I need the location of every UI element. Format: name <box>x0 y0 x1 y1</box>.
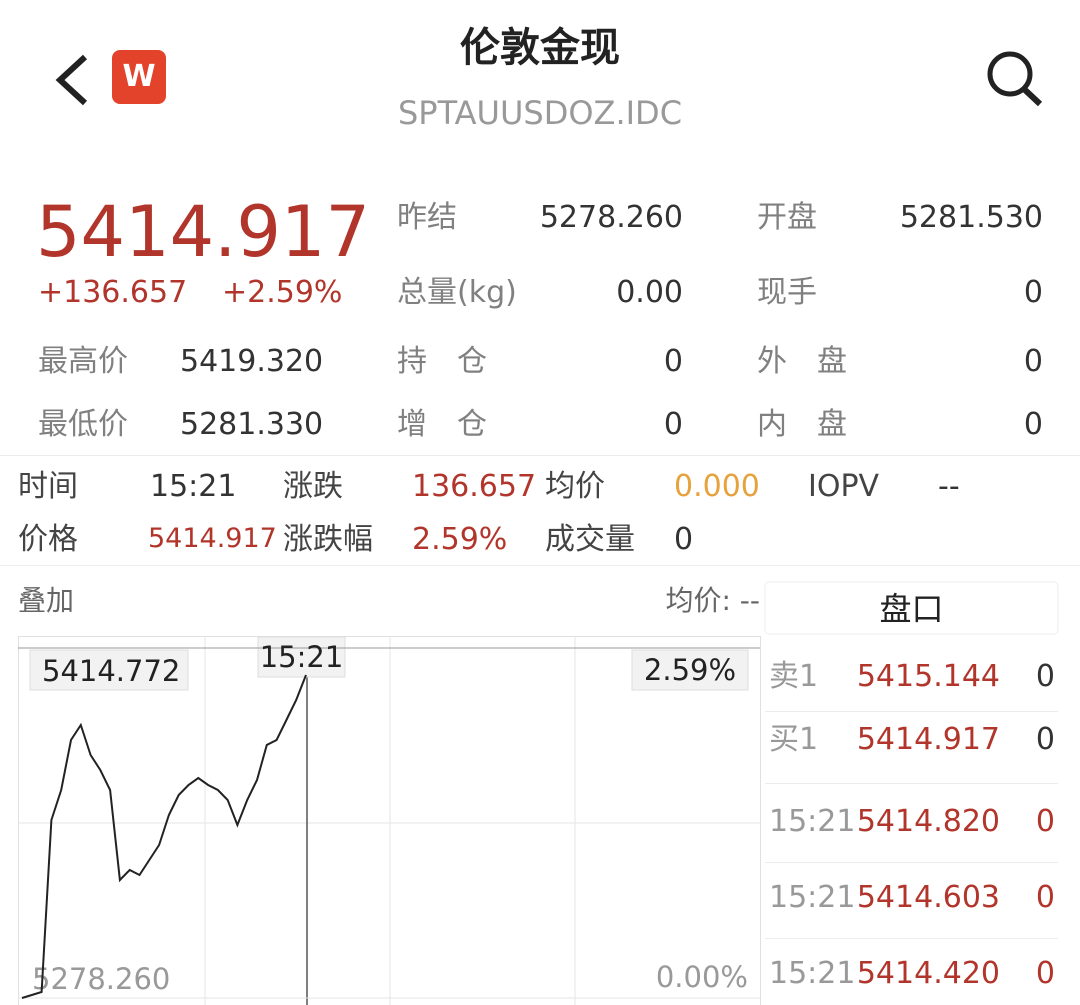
info-value: 0 <box>674 522 694 557</box>
info-value: 136.657 <box>412 469 537 504</box>
info-value: 15:21 <box>150 469 237 504</box>
logo-bg <box>112 50 166 104</box>
stat-label: 外 盘 <box>757 344 847 379</box>
y-tick-label: 5414.772 <box>42 654 180 688</box>
stat-label: 总量(kg) <box>397 275 517 310</box>
book-volume: 0 <box>1035 659 1055 694</box>
row-divider <box>765 862 1058 863</box>
book-label: 15:21 <box>769 804 856 839</box>
title: 伦敦金现 <box>460 25 620 71</box>
info-label: 涨跌幅 <box>283 522 373 557</box>
stat-label: 开盘 <box>757 200 817 235</box>
info-label: IOPV <box>808 469 880 504</box>
avg-label: 均价: -- <box>665 584 760 617</box>
book-label: 卖1 <box>769 659 819 694</box>
stat-value: 0 <box>1023 344 1043 379</box>
price: 5414.917 <box>36 191 371 273</box>
book-price: 5414.820 <box>856 804 1000 839</box>
book-label: 15:21 <box>769 880 856 915</box>
book-label: 15:21 <box>769 956 856 991</box>
stat-value: 5281.530 <box>899 200 1043 235</box>
label-box <box>29 649 189 691</box>
stat-label: 现手 <box>757 275 817 310</box>
book-price: 5414.603 <box>856 880 1000 915</box>
book-volume: 0 <box>1035 722 1055 757</box>
book-volume: 0 <box>1035 804 1055 839</box>
y-tick-label: 5278.260 <box>32 962 170 996</box>
info-label: 时间 <box>18 469 78 504</box>
row-divider <box>765 710 1058 712</box>
info-label: 价格 <box>18 522 78 557</box>
search-icon[interactable] <box>987 51 1033 97</box>
search-handle <box>1021 86 1043 107</box>
price-line <box>21 674 307 999</box>
stat-value: 0 <box>1023 275 1043 310</box>
info-label: 均价 <box>545 469 605 504</box>
book-label: 买1 <box>769 722 819 757</box>
stat-value: 0 <box>1023 407 1043 442</box>
info-value: 5414.917 <box>148 523 277 554</box>
info-value: 2.59% <box>412 522 508 557</box>
stat-label: 增 仓 <box>397 407 487 442</box>
chart-frame <box>18 636 761 1005</box>
back-icon[interactable] <box>55 54 88 106</box>
row-divider <box>765 783 1058 784</box>
change-pct: +2.59% <box>222 275 343 310</box>
book-volume: 0 <box>1035 956 1055 991</box>
tab-box[interactable] <box>764 581 1059 635</box>
overlay[interactable]: 叠加 <box>18 584 75 617</box>
stat-label: 最低价 <box>38 407 128 442</box>
code: SPTAUUSDOZ.IDC <box>397 94 683 132</box>
change: +136.657 <box>38 275 188 310</box>
info-value: 0.000 <box>674 469 760 504</box>
stat-value: 0.00 <box>616 275 683 310</box>
stat-label: 持 仓 <box>397 344 487 379</box>
book-volume: 0 <box>1035 880 1055 915</box>
label-box <box>631 649 749 691</box>
stat-value: 5281.330 <box>180 407 324 442</box>
logo: W <box>122 59 156 94</box>
stat-value: 0 <box>663 407 683 442</box>
book-price: 5414.917 <box>856 722 1000 757</box>
info-label: 涨跌 <box>283 469 343 504</box>
stat-value: 5278.260 <box>539 200 683 235</box>
top-pct: 2.59% <box>643 653 737 687</box>
row-divider <box>765 938 1058 939</box>
stat-value: 0 <box>663 344 683 379</box>
stat-label: 昨结 <box>397 200 457 235</box>
stat-value: 5419.320 <box>180 344 324 379</box>
info-label: 成交量 <box>545 522 635 557</box>
stat-label: 内 盘 <box>757 407 847 442</box>
stat-label: 最高价 <box>38 344 128 379</box>
info-value: -- <box>938 469 960 504</box>
bottom-pct: 0.00% <box>655 960 748 994</box>
label-box <box>257 636 346 678</box>
cursor-time: 15:21 <box>259 640 344 674</box>
book-price: 5415.144 <box>856 659 1000 694</box>
tab-title[interactable]: 盘口 <box>879 590 944 628</box>
book-price: 5414.420 <box>856 956 1000 991</box>
